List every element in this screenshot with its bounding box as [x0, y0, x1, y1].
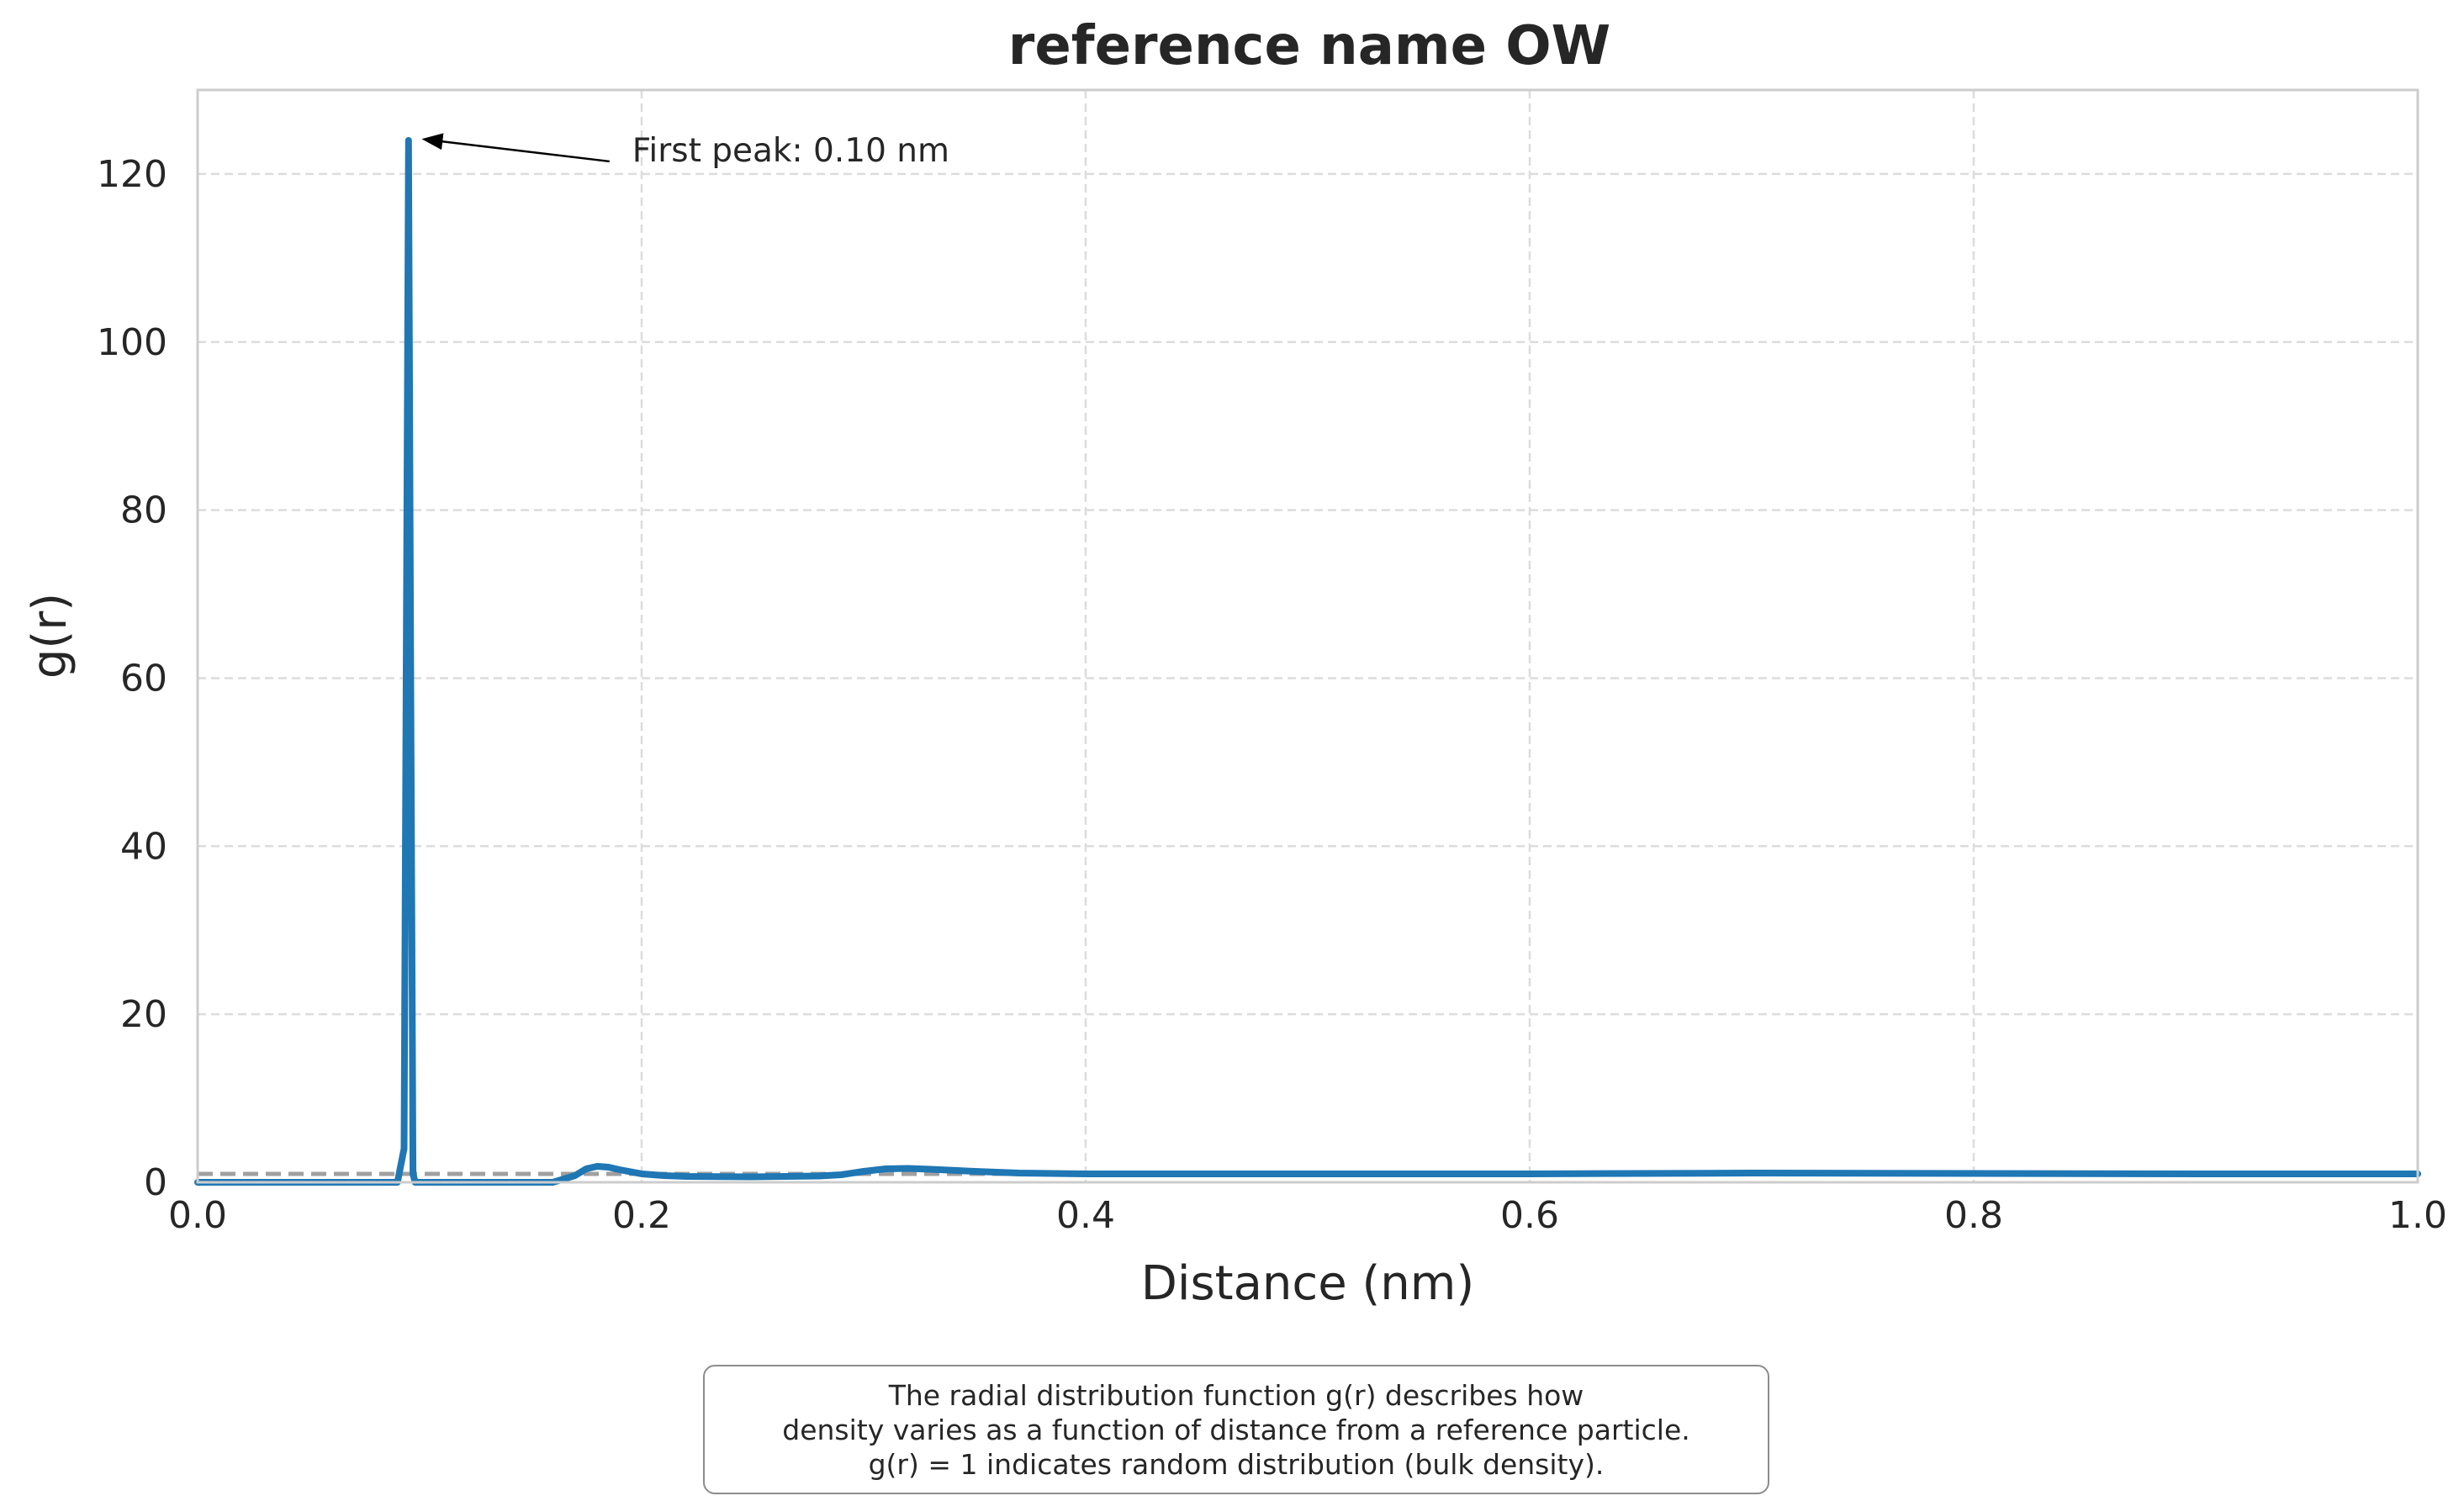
y-tick-label: 120 [97, 153, 167, 196]
y-tick-label: 100 [97, 321, 167, 364]
caption-line: The radial distribution function g(r) de… [888, 1378, 1584, 1412]
x-tick-label: 0.6 [1500, 1194, 1559, 1237]
y-tick-label: 60 [120, 657, 167, 700]
caption-box: The radial distribution function g(r) de… [703, 1365, 1769, 1494]
peak-annotation: First peak: 0.10 nm [421, 132, 949, 170]
x-tick-label: 1.0 [2388, 1194, 2447, 1237]
plot-frame [196, 88, 2419, 1184]
x-tick-labels: 0.0 0.2 0.4 0.6 0.8 1.0 [168, 1194, 2447, 1237]
x-tick-label: 0.0 [168, 1194, 227, 1237]
y-tick-label: 80 [120, 489, 167, 532]
grid [198, 90, 2418, 1182]
x-tick-label: 0.2 [612, 1194, 671, 1237]
chart-title: reference name OW [1008, 15, 1611, 77]
y-tick-label: 0 [144, 1161, 167, 1204]
annotation-text: First peak: 0.10 nm [632, 132, 949, 170]
series-group [194, 137, 2421, 1186]
x-axis-label: Distance (nm) [1141, 1256, 1474, 1311]
caption-line: density varies as a function of distance… [782, 1413, 1690, 1446]
y-tick-labels: 0 20 40 60 80 100 120 [97, 153, 167, 1204]
series-line [194, 137, 2421, 1186]
caption-line: g(r) = 1 indicates random distribution (… [868, 1447, 1605, 1481]
x-tick-label: 0.8 [1944, 1194, 2003, 1237]
x-tick-label: 0.4 [1056, 1194, 1115, 1237]
annotation-arrow [421, 133, 610, 163]
y-tick-label: 20 [120, 993, 167, 1036]
y-axis-label: g(r) [23, 593, 77, 679]
y-tick-label: 40 [120, 825, 167, 868]
